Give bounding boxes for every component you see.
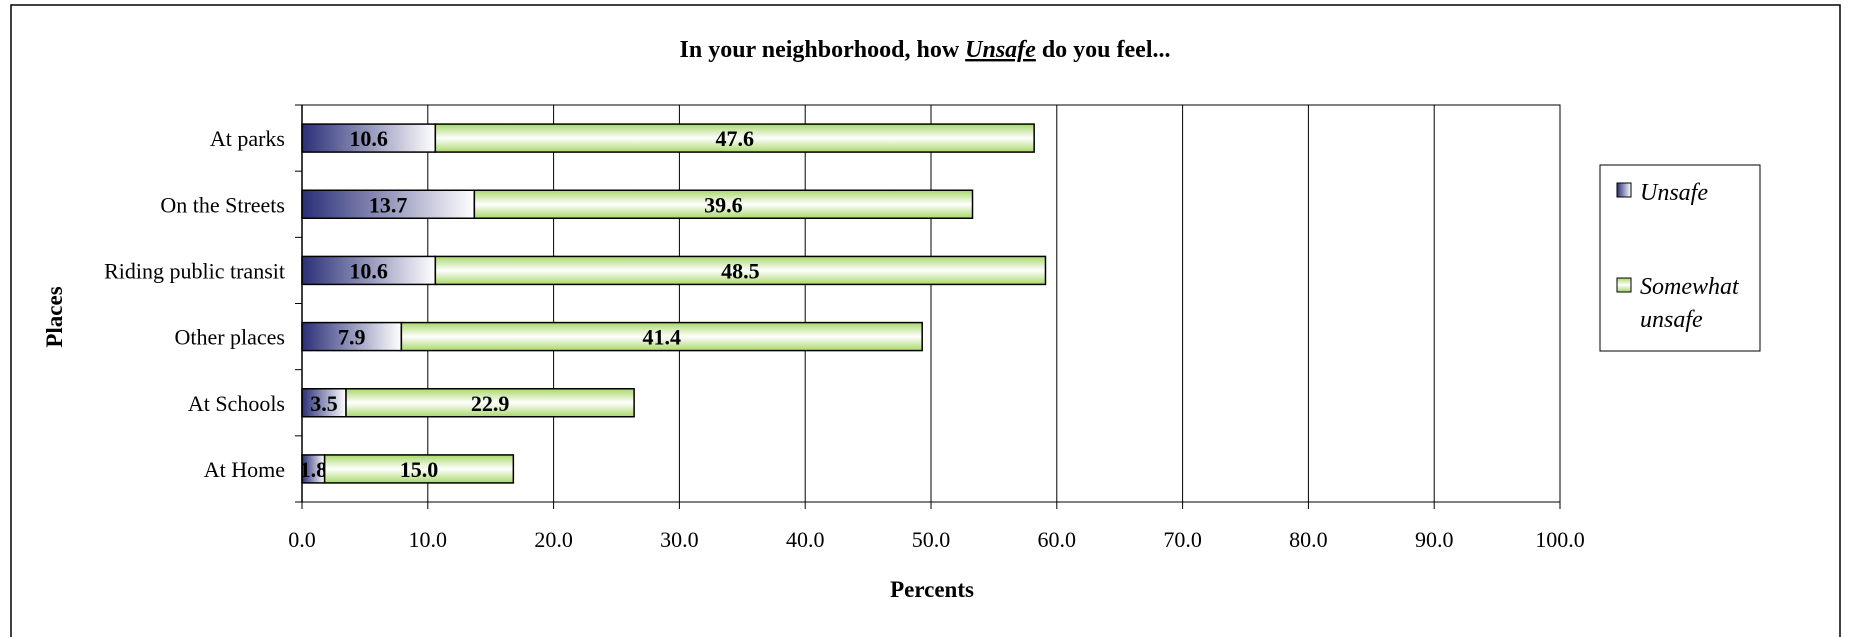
x-tick-label: 80.0 <box>1289 527 1328 552</box>
x-axis-title: Percents <box>890 577 974 602</box>
data-label-unsafe: 10.6 <box>349 258 388 283</box>
bar-somewhat-unsafe <box>345 388 635 418</box>
data-label-somewhat-unsafe: 39.6 <box>704 192 743 217</box>
bar-unsafe <box>301 189 476 219</box>
data-label-unsafe: 13.7 <box>369 192 408 217</box>
data-label-somewhat-unsafe: 15.0 <box>400 457 439 482</box>
chart-title-emphasis: Unsafe <box>965 37 1036 63</box>
axis-layer: 0.0 10.0 20.0 30.0 40.0 50.0 60.0 70.0 80.0 90.0 1… <box>104 104 1585 552</box>
data-label-unsafe: 10.6 <box>349 126 388 151</box>
chart-title-prefix: In your neighborhood, how <box>680 37 966 63</box>
x-tick-label: 20.0 <box>534 527 573 552</box>
y-axis-title: Places <box>42 286 67 347</box>
legend: Unsafe Somewhat unsafe <box>1599 164 1761 352</box>
legend-swatch-somewhat <box>1616 277 1632 293</box>
legend-label-unsafe: Unsafe <box>1640 180 1708 206</box>
bar-somewhat-unsafe <box>323 454 515 484</box>
x-tick-label: 70.0 <box>1163 527 1202 552</box>
category-label: At Schools <box>188 391 285 416</box>
category-label: Other places <box>174 325 285 350</box>
legend-label-somewhat-line1: Somewhat <box>1640 274 1740 300</box>
data-label-somewhat-unsafe: 22.9 <box>471 391 510 416</box>
x-tick-label: 60.0 <box>1038 527 1077 552</box>
bar-unsafe <box>301 123 437 153</box>
bar-unsafe <box>301 388 347 418</box>
data-label-unsafe: 7.9 <box>338 325 366 350</box>
x-tick-label: 100.0 <box>1535 527 1585 552</box>
bar-somewhat-unsafe <box>473 189 974 219</box>
x-tick-label: 0.0 <box>288 527 316 552</box>
chart-title: In your neighborhood, how Unsafe do you … <box>680 37 1171 63</box>
legend-swatch-unsafe <box>1616 182 1632 198</box>
data-label-somewhat-unsafe: 47.6 <box>716 126 755 151</box>
x-tick-label: 50.0 <box>912 527 951 552</box>
bar-unsafe <box>301 255 437 286</box>
category-label: On the Streets <box>160 192 285 217</box>
category-label: At Home <box>204 457 285 482</box>
data-label-unsafe: 1.8 <box>300 457 328 482</box>
data-label-somewhat-unsafe: 41.4 <box>643 325 682 350</box>
data-label-unsafe: 3.5 <box>310 391 338 416</box>
category-label: Riding public transit <box>104 258 285 283</box>
category-label: At parks <box>210 126 285 151</box>
bar-somewhat-unsafe <box>434 255 1047 286</box>
bar-somewhat-unsafe <box>434 123 1035 153</box>
x-tick-label: 10.0 <box>409 527 448 552</box>
bars-layer: 10.6 47.6 13.7 39.6 10.6 48.5 7.9 41.4 3.5 22.9 1.… <box>300 123 1047 484</box>
x-tick-label: 40.0 <box>786 527 825 552</box>
chart-title-suffix: do you feel... <box>1036 37 1171 63</box>
legend-label-somewhat-line2: unsafe <box>1640 307 1703 333</box>
bar-somewhat-unsafe <box>400 321 923 352</box>
x-tick-label: 30.0 <box>660 527 699 552</box>
x-tick-label: 90.0 <box>1415 527 1454 552</box>
data-label-somewhat-unsafe: 48.5 <box>721 258 760 283</box>
chart-border <box>10 4 1841 637</box>
